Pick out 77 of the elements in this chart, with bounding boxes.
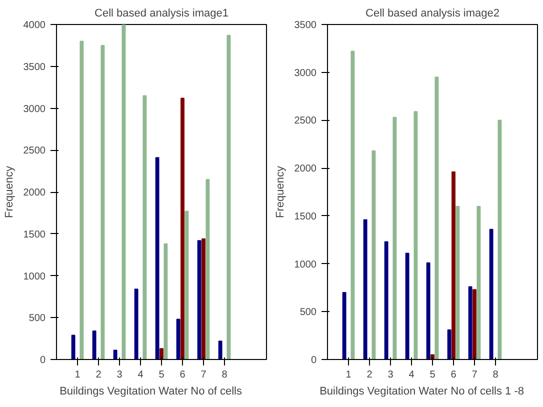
bar [414,111,418,360]
bar [472,289,476,360]
x-tick-label: 3 [388,370,394,380]
y-tick-label: 500 [28,313,46,324]
x-tick-label: 1 [74,370,81,380]
x-tick-label: 7 [472,370,478,380]
y-tick-label: 1500 [294,211,317,222]
bar [71,334,76,360]
y-tick-label: 1000 [294,259,317,270]
bar [498,120,502,360]
bar [434,76,439,360]
bar [452,171,456,360]
bar [218,340,222,360]
bar [363,219,368,360]
y-tick-label: 4000 [23,20,46,31]
y-tick-label: 2000 [23,188,46,198]
y-tick-label: 1500 [23,229,46,240]
bar [206,178,210,360]
bar [489,228,494,360]
bar [100,44,105,360]
bar [384,241,388,360]
bar [447,329,452,360]
x-tick-label: 8 [492,370,499,380]
y-tick-label: 0 [40,355,46,366]
y-tick-label: 1000 [23,271,46,282]
bar [426,262,430,360]
x-tick-label: 5 [430,370,436,380]
x-tick-label: 7 [200,370,207,380]
bar [476,206,481,360]
bar [92,330,96,360]
bar [176,318,180,360]
x-tick-label: 5 [158,370,165,380]
bar [80,40,84,360]
x-tick-label: 6 [180,370,186,380]
chart-title: Cell based analysis image2 [366,8,500,20]
x-tick-label: 2 [96,370,102,380]
bar [456,206,460,360]
bar [142,95,147,360]
bar [122,24,126,360]
y-tick-label: 2000 [294,164,317,175]
bar [197,240,202,360]
x-tick-label: 8 [222,370,228,380]
y-tick-label: 3500 [294,20,317,31]
x-tick-label: 3 [116,370,123,380]
bar [160,348,164,360]
y-tick-label: 3500 [23,62,46,73]
bar [430,354,434,360]
x-tick-label: 4 [138,370,144,380]
y-tick-label: 500 [300,307,317,318]
bar [155,157,160,360]
bar [202,238,206,360]
x-tick-label: 4 [408,370,415,380]
bar [468,286,472,360]
bar [226,34,231,360]
y-tick-label: 0 [310,355,317,366]
bar [350,50,355,360]
y-tick-label: 3000 [23,104,46,115]
bar [180,98,184,360]
bar [405,252,410,360]
x-tick-label: 1 [346,370,352,380]
x-axis-title: Buildings Vegitation Water No of cells [60,386,243,398]
bar [184,210,189,360]
y-axis-title: Frequency [3,166,16,218]
x-tick-label: 2 [366,370,373,380]
bar [134,288,138,360]
bar [113,350,118,360]
y-axis-title: Frequency [274,166,286,218]
y-tick-label: 3000 [294,68,317,79]
y-tick-label: 2500 [294,116,317,127]
bar [372,150,376,360]
bar [392,116,397,360]
chart-title: Cell based analysis image1 [94,8,228,20]
x-axis-title: Buildings Vegitation Water No of cells 1 -8 [320,386,524,398]
bar [164,243,168,360]
y-tick-label: 2500 [23,146,46,157]
bar [342,292,346,360]
x-tick-label: 6 [450,370,457,380]
